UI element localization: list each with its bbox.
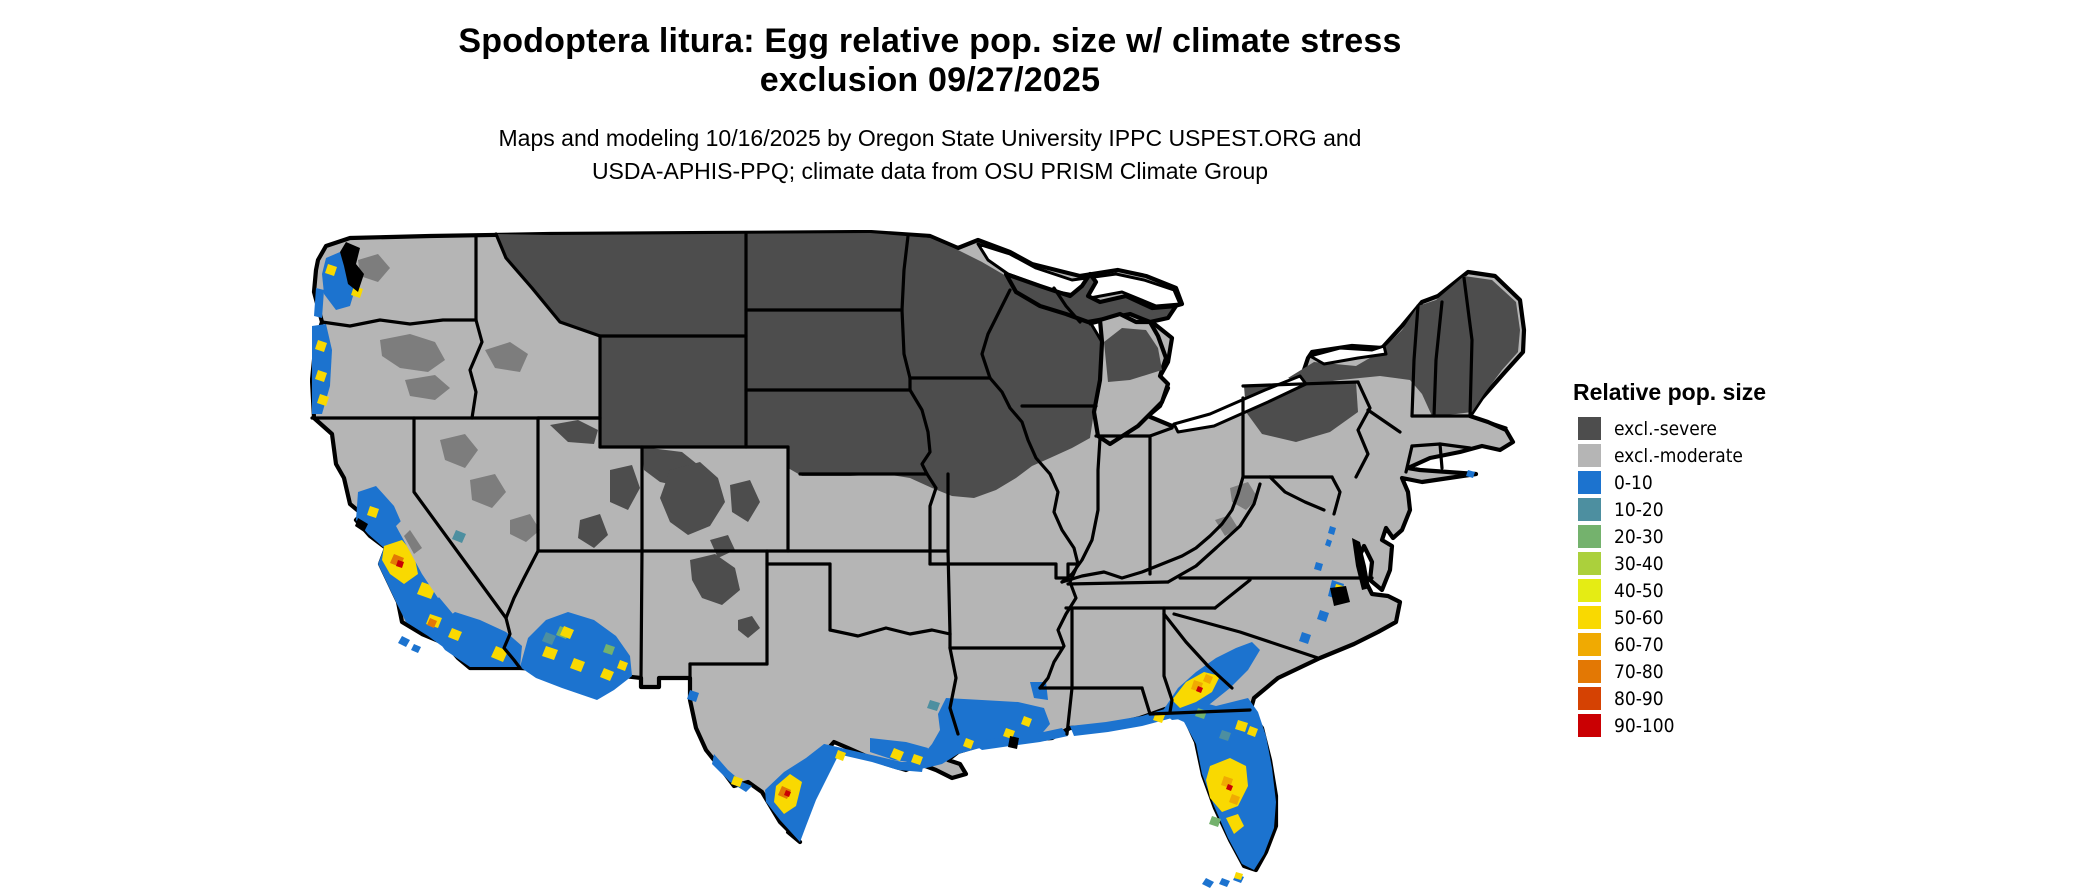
mobile-bay-water bbox=[1008, 736, 1019, 749]
legend: Relative pop. size excl.-severe excl.-mod… bbox=[1573, 380, 1873, 739]
legend-swatch-b30 bbox=[1578, 552, 1601, 575]
legend-swatch-b70 bbox=[1578, 660, 1601, 683]
hotspot-orange-ga-coast bbox=[1191, 674, 1213, 692]
legend-label-b10: 10-20 bbox=[1614, 498, 1664, 521]
legend-swatch-b40 bbox=[1578, 579, 1601, 602]
us-map-svg bbox=[309, 229, 1527, 888]
legend-item-b50: 50-60 bbox=[1573, 604, 1873, 631]
hotspot-yellow-ga-coast bbox=[1153, 672, 1220, 723]
legend-item-b70: 70-80 bbox=[1573, 658, 1873, 685]
legend-swatch-b60 bbox=[1578, 633, 1601, 656]
map-title: Spodoptera litura: Egg relative pop. siz… bbox=[0, 22, 1860, 100]
hotspot-orange-florida bbox=[1221, 776, 1240, 805]
region-severe-northeast bbox=[1288, 276, 1520, 416]
legend-label-b70: 70-80 bbox=[1614, 660, 1664, 683]
legend-label-b60: 60-70 bbox=[1614, 633, 1664, 656]
region-blend-appalachia bbox=[1215, 482, 1258, 536]
sf-bay-water bbox=[355, 518, 368, 532]
legend-item-b10: 10-20 bbox=[1573, 496, 1873, 523]
legend-rows: excl.-severe excl.-moderate 0-10 10-20 20-30… bbox=[1573, 415, 1873, 739]
region-severe-co-rockies bbox=[660, 462, 760, 558]
pamlico-sound-water bbox=[1330, 586, 1350, 606]
legend-item-b30: 30-40 bbox=[1573, 550, 1873, 577]
legend-label-b50: 50-60 bbox=[1614, 606, 1664, 629]
region-blue-florida bbox=[1070, 698, 1276, 888]
legend-swatch-b90 bbox=[1578, 714, 1601, 737]
hotspot-red-south-texas bbox=[784, 790, 791, 797]
legend-item-b20: 20-30 bbox=[1573, 523, 1873, 550]
hotspot-yellow-south-texas bbox=[774, 748, 923, 814]
legend-label-b30: 30-40 bbox=[1614, 552, 1664, 575]
legend-swatch-b10 bbox=[1578, 498, 1601, 521]
legend-swatch-b0 bbox=[1578, 471, 1601, 494]
legend-label-moderate: excl.-moderate bbox=[1614, 444, 1743, 467]
us-choropleth-map bbox=[309, 229, 1560, 890]
hotspot-yellow-louisiana bbox=[963, 716, 1032, 749]
legend-label-severe: excl.-severe bbox=[1614, 417, 1717, 440]
lake-ontario bbox=[1308, 344, 1388, 366]
region-michigan-up bbox=[1003, 271, 1179, 325]
region-blue-ms-al-coast bbox=[970, 728, 1068, 750]
legend-label-b20: 20-30 bbox=[1614, 525, 1664, 548]
region-severe-nm-mountains bbox=[690, 554, 760, 638]
legend-swatch-b20 bbox=[1578, 525, 1601, 548]
region-severe-northern-tier bbox=[496, 233, 1102, 498]
legend-item-severe: excl.-severe bbox=[1573, 415, 1873, 442]
hotspot-red-florida bbox=[1226, 784, 1233, 791]
region-sierra-dark bbox=[404, 530, 422, 554]
legend-swatch-b80 bbox=[1578, 687, 1601, 710]
region-blue-south-texas bbox=[765, 744, 842, 842]
state-borders bbox=[310, 232, 1508, 736]
legend-label-b40: 40-50 bbox=[1614, 579, 1664, 602]
legend-item-b40: 40-50 bbox=[1573, 577, 1873, 604]
legend-label-b0: 0-10 bbox=[1614, 471, 1653, 494]
map-subtitle: Maps and modeling 10/16/2025 by Oregon S… bbox=[0, 122, 1860, 188]
map-subtitle-line1: Maps and modeling 10/16/2025 by Oregon S… bbox=[498, 125, 1362, 151]
map-title-line1: Spodoptera litura: Egg relative pop. siz… bbox=[458, 22, 1402, 60]
region-blue-rio-grande bbox=[687, 690, 752, 792]
hotspot-orange-california bbox=[390, 554, 437, 628]
region-blue-louisiana bbox=[906, 682, 1050, 770]
legend-label-b90: 90-100 bbox=[1614, 714, 1675, 737]
legend-swatch-severe bbox=[1578, 417, 1601, 440]
legend-label-b80: 80-90 bbox=[1614, 687, 1664, 710]
region-severe-utah-mountains bbox=[550, 420, 640, 548]
region-blue-texas-coast bbox=[824, 738, 928, 772]
legend-swatch-moderate bbox=[1578, 444, 1601, 467]
legend-title: Relative pop. size bbox=[1573, 379, 1767, 405]
legend-item-moderate: excl.-moderate bbox=[1573, 442, 1873, 469]
puget-sound-water bbox=[340, 242, 364, 292]
legend-item-b60: 60-70 bbox=[1573, 631, 1873, 658]
legend-swatch-b50 bbox=[1578, 606, 1601, 629]
region-blue-california bbox=[356, 486, 522, 667]
map-subtitle-line2: USDA-APHIS-PPQ; climate data from OSU PR… bbox=[591, 158, 1269, 184]
legend-item-b90: 90-100 bbox=[1573, 712, 1873, 739]
hotspot-red-ga-coast bbox=[1196, 686, 1203, 693]
hotspot-red-california bbox=[396, 560, 404, 568]
hotspot-yellow-california bbox=[367, 506, 508, 662]
map-title-line2: exclusion 09/27/2025 bbox=[759, 61, 1101, 99]
legend-item-b80: 80-90 bbox=[1573, 685, 1873, 712]
region-severe-north-michigan bbox=[1104, 328, 1162, 382]
legend-item-b0: 0-10 bbox=[1573, 469, 1873, 496]
